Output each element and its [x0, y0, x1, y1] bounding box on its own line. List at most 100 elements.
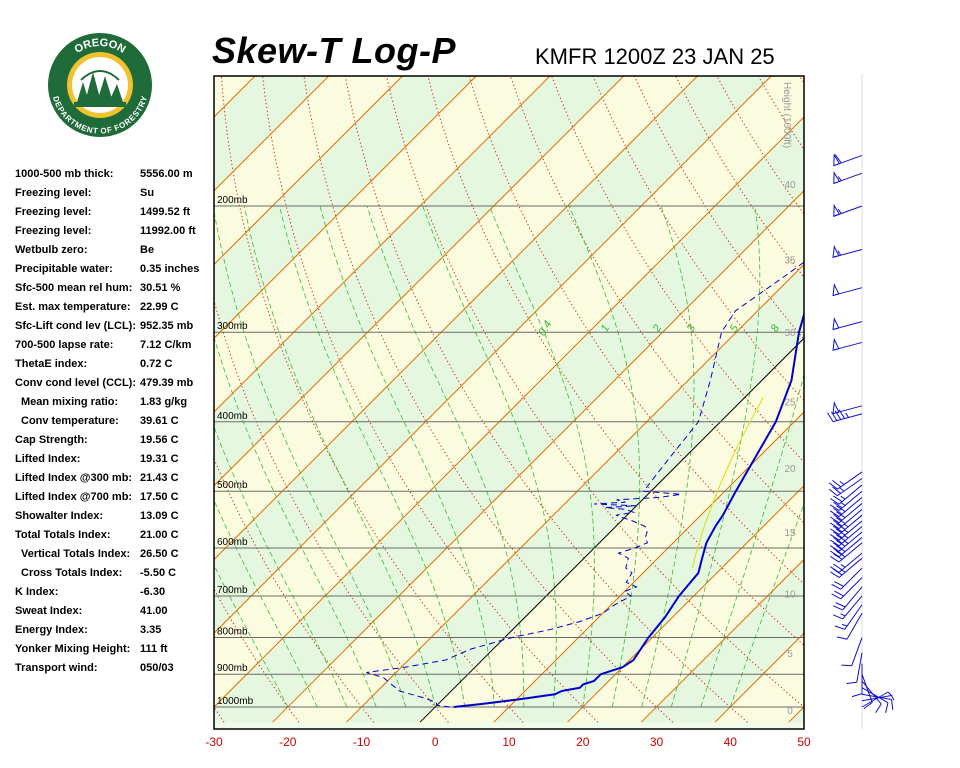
wind-barb	[836, 613, 863, 640]
pressure-label: 1000mb	[217, 696, 254, 707]
x-tick-label: -10	[353, 735, 371, 749]
temperature-line	[453, 311, 804, 708]
isotherm-line	[214, 76, 477, 339]
wind-barb	[833, 153, 863, 167]
index-label: 700-500 lapse rate:	[15, 339, 114, 351]
isotherm-band	[214, 76, 255, 117]
wind-barb	[830, 514, 863, 535]
pressure-label: 800mb	[217, 627, 248, 638]
wind-barb	[831, 577, 863, 600]
index-label: Freezing level:	[15, 225, 92, 237]
isotherm-line	[567, 485, 804, 723]
wind-barb	[861, 693, 894, 710]
wind-barb	[861, 680, 882, 714]
isotherm-line	[640, 558, 804, 723]
isotherm-band	[214, 117, 804, 723]
moist-adiabat-line	[214, 335, 377, 708]
wind-barb	[830, 526, 863, 547]
wind-barb	[851, 663, 863, 698]
oregon-dept-forestry-logo: OREGON DEPARTMENT OF FORESTRY	[48, 33, 152, 137]
wind-barb	[830, 490, 863, 511]
index-value: -5.50 C	[140, 567, 177, 579]
chart-title: Skew-T Log-P	[212, 30, 457, 71]
isotherm-line	[0, 0, 193, 722]
index-label: Lifted Index @700 mb:	[15, 491, 133, 503]
wind-barb	[830, 520, 863, 541]
dry-adiabat-line	[906, 0, 960, 722]
index-value: Be	[140, 244, 155, 256]
moist-adiabat-line	[422, 205, 557, 708]
pressure-label: 400mb	[217, 411, 248, 422]
isotherm-line	[214, 116, 804, 708]
index-label: Conv cond level (CCL):	[15, 377, 137, 389]
index-label: Sfc-500 mean rel hum:	[15, 282, 133, 294]
wind-barb	[832, 337, 863, 351]
index-label: Precipitable water:	[15, 263, 113, 275]
dry-adiabat-line	[0, 0, 74, 722]
height-tick-label: 0	[787, 706, 793, 717]
index-value: 5556.00 m	[140, 168, 193, 180]
index-label: Lifted Index @300 mb:	[15, 472, 133, 484]
wind-barb	[833, 171, 863, 185]
height-tick-label: 5	[787, 649, 793, 660]
x-tick-label: -20	[279, 735, 297, 749]
index-label: Wetbulb zero:	[15, 244, 88, 256]
height-tick-label: 20	[784, 464, 796, 475]
index-value: 1499.52 ft	[140, 206, 191, 218]
plot-area	[0, 0, 960, 723]
dry-adiabat-line	[303, 76, 674, 723]
index-value: 7.12 C/km	[140, 339, 192, 351]
index-label: Lifted Index:	[15, 453, 81, 465]
isotherm-line	[345, 263, 804, 723]
moist-adiabat-line	[670, 205, 761, 708]
index-label: Freezing level:	[15, 206, 92, 218]
index-label: Vertical Totals Index:	[21, 548, 131, 560]
index-label: Yonker Mixing Height:	[15, 643, 131, 655]
index-label: K Index:	[15, 586, 59, 598]
wind-barb	[832, 244, 863, 258]
pressure-label: 900mb	[217, 663, 248, 674]
wind-barb	[832, 317, 863, 331]
wind-barb	[828, 471, 863, 490]
wind-barb	[846, 652, 863, 684]
index-label: Total Totals Index:	[15, 529, 111, 541]
isotherm-line	[214, 76, 699, 561]
index-value: 050/03	[140, 662, 174, 674]
dry-adiabat-line	[551, 76, 804, 463]
isotherm-line	[493, 411, 804, 723]
moist-adiabat-line	[489, 205, 595, 708]
wind-barb	[831, 567, 863, 590]
wind-barb	[861, 674, 873, 710]
height-tick-label: 30	[784, 328, 796, 339]
wind-barb	[828, 478, 863, 497]
index-value: 11992.00 ft	[140, 225, 196, 237]
dry-adiabat-line	[214, 457, 374, 723]
dry-adiabat-line	[386, 76, 804, 708]
x-tick-label: 10	[502, 735, 516, 749]
index-label: Cap Strength:	[15, 434, 88, 446]
index-value: 1.83 g/kg	[140, 396, 188, 408]
height-axis-label: Height (1000ft)	[781, 82, 792, 148]
index-label: Sfc-Lift cond lev (LCL):	[15, 320, 136, 332]
index-value: 952.35 mb	[140, 320, 194, 332]
index-value: -6.30	[140, 586, 166, 598]
index-value: 41.00	[140, 605, 168, 617]
index-value: 39.61 C	[140, 415, 179, 427]
isotherm-line	[214, 76, 551, 413]
wind-barb	[830, 531, 863, 552]
index-value: Su	[140, 187, 155, 199]
wind-barb	[827, 409, 863, 423]
pressure-label: 500mb	[217, 480, 248, 491]
isotherm-line	[214, 76, 330, 192]
index-label: Conv temperature:	[21, 415, 119, 427]
wind-barb	[861, 691, 893, 708]
index-value: 21.00 C	[140, 529, 179, 541]
logo-trees-icon	[77, 72, 123, 102]
wind-barb	[830, 508, 863, 530]
pressure-label: 300mb	[217, 321, 248, 332]
index-value: 0.35 inches	[140, 263, 200, 275]
x-tick-label: 30	[650, 735, 664, 749]
height-tick-label: 35	[784, 256, 796, 267]
dry-adiabat-line	[867, 0, 960, 722]
height-tick-label: 15	[784, 528, 796, 539]
